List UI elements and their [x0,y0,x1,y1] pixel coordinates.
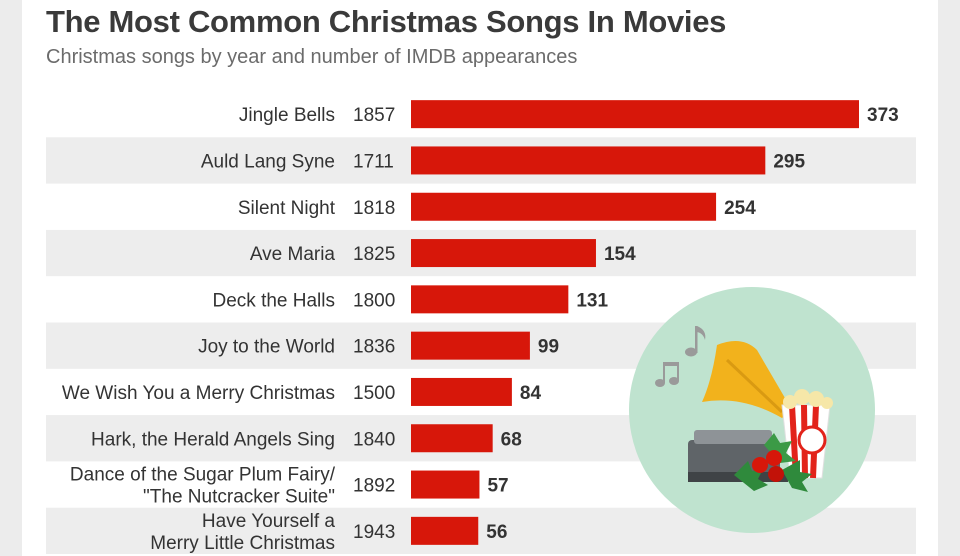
bar [411,146,766,175]
category-label: Joy to the World [198,337,335,358]
year-label: 1711 [353,151,394,172]
year-label: 1836 [353,337,395,358]
value-label: 84 [520,383,542,404]
category-label: Merry Little Christmas [150,533,335,554]
bar [411,516,479,545]
bar [411,192,717,221]
value-label: 57 [487,476,508,497]
value-label: 56 [486,522,507,543]
bar [411,470,480,499]
bar-chart: Jingle Bells 1857 373 Auld Lang Syne 1711 295… [46,100,916,554]
chart-subtitle: Christmas songs by year and number of IM… [46,46,578,68]
bar [411,239,596,268]
category-label: Have Yourself a [202,511,336,532]
year-label: 1892 [353,476,395,497]
category-label: We Wish You a Merry Christmas [62,383,335,404]
year-label: 1800 [353,290,395,311]
year-label: 1943 [353,522,395,543]
year-label: 1500 [353,383,395,404]
category-label: Ave Maria [250,244,336,265]
bar [411,285,569,314]
value-label: 254 [724,198,756,219]
value-label: 295 [773,151,805,172]
value-label: 68 [501,429,522,450]
category-label: Auld Lang Syne [201,151,335,172]
bar [411,377,512,406]
value-label: 99 [538,337,559,358]
bar [411,100,859,129]
chart-title: The Most Common Christmas Songs In Movie… [46,4,727,39]
year-label: 1825 [353,244,395,265]
bar [411,331,530,360]
gramophone-popcorn-holly-icon [629,287,875,533]
category-label: Hark, the Herald Angels Sing [91,429,335,450]
year-label: 1840 [353,429,395,450]
category-label: Deck the Halls [213,290,336,311]
value-label: 154 [604,244,636,265]
category-label: Silent Night [238,198,336,219]
year-label: 1818 [353,198,395,219]
value-label: 373 [867,105,899,126]
value-label: 131 [576,290,608,311]
category-label: Jingle Bells [239,105,335,126]
chart-card: The Most Common Christmas Songs In Movie… [22,0,938,556]
category-label: Dance of the Sugar Plum Fairy/ [70,465,336,486]
year-label: 1857 [353,105,395,126]
bar [411,424,493,453]
category-label: "The Nutcracker Suite" [143,487,335,508]
